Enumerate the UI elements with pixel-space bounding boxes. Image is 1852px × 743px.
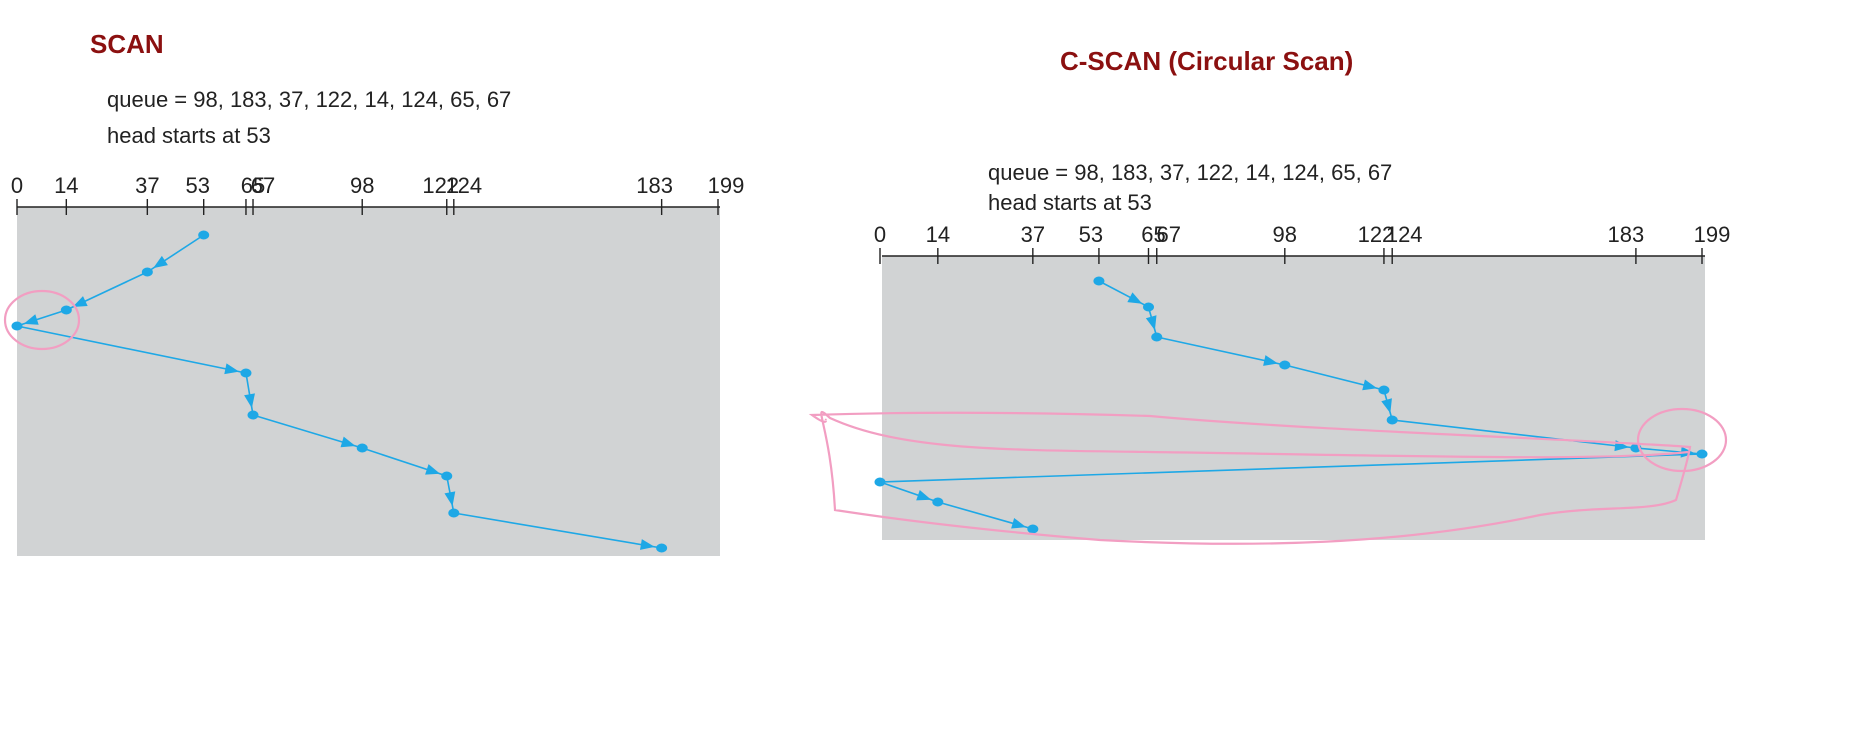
path-segment bbox=[1156, 336, 1285, 366]
axis-tick-label: 53 bbox=[1079, 222, 1103, 247]
cylinder-request-124 bbox=[1386, 415, 1398, 425]
scan-plot-area bbox=[17, 207, 720, 556]
cscan-queue-text: queue = 98, 183, 37, 122, 14, 124, 65, 6… bbox=[988, 160, 1392, 185]
direction-arrowhead bbox=[340, 436, 356, 448]
direction-arrowhead bbox=[916, 489, 932, 501]
scan-head-path bbox=[11, 230, 668, 553]
scan-head-text: head starts at 53 bbox=[107, 123, 271, 148]
cylinder-request-122 bbox=[441, 471, 453, 481]
cylinder-request-67 bbox=[1151, 332, 1163, 342]
scan-queue-text: queue = 98, 183, 37, 122, 14, 124, 65, 6… bbox=[107, 87, 511, 112]
axis-tick-label: 124 bbox=[1386, 222, 1423, 247]
direction-arrowhead bbox=[153, 255, 168, 269]
cscan-head-text: head starts at 53 bbox=[988, 190, 1152, 215]
axis-tick-label: 14 bbox=[926, 222, 950, 247]
axis-tick-label: 122 bbox=[1358, 222, 1395, 247]
scan-title: SCAN bbox=[90, 29, 164, 59]
direction-arrowhead bbox=[1381, 398, 1392, 414]
cscan-diagram: C-SCAN (Circular Scan) queue = 98, 183, … bbox=[808, 46, 1730, 545]
cscan-title: C-SCAN (Circular Scan) bbox=[1060, 46, 1353, 76]
direction-arrowhead bbox=[23, 314, 39, 325]
scan-diagram: SCAN queue = 98, 183, 37, 122, 14, 124, … bbox=[3, 29, 744, 556]
direction-arrowhead bbox=[425, 464, 441, 475]
axis-tick-label: 199 bbox=[1694, 222, 1731, 247]
cylinder-request-183 bbox=[656, 543, 668, 553]
axis-tick-label: 183 bbox=[1608, 222, 1645, 247]
axis-tick-label: 0 bbox=[874, 222, 886, 247]
cscan-plot-area bbox=[882, 256, 1705, 540]
cylinder-request-199 bbox=[1696, 449, 1708, 459]
cylinder-request-14 bbox=[932, 497, 944, 507]
cylinder-request-0 bbox=[11, 321, 23, 331]
cylinder-request-65 bbox=[240, 368, 252, 378]
axis-tick-label: 124 bbox=[445, 173, 482, 198]
direction-arrowhead bbox=[224, 363, 240, 375]
cscan-annotation-circle bbox=[1636, 407, 1728, 473]
path-segment bbox=[16, 325, 247, 374]
axis-tick-label: 183 bbox=[636, 173, 673, 198]
axis-tick-label: 98 bbox=[1273, 222, 1297, 247]
axis-tick-label: 67 bbox=[251, 173, 275, 198]
axis-tick-label: 67 bbox=[1157, 222, 1181, 247]
path-segment bbox=[879, 453, 1703, 483]
direction-arrowhead bbox=[1127, 292, 1143, 304]
direction-arrowhead bbox=[1263, 355, 1278, 366]
cscan-wraparound-loop bbox=[808, 410, 1692, 545]
cylinder-request-53 bbox=[198, 230, 210, 240]
cylinder-request-122 bbox=[1378, 385, 1390, 395]
cylinder-request-0 bbox=[874, 477, 886, 487]
axis-tick-label: 37 bbox=[1021, 222, 1045, 247]
direction-arrowhead bbox=[1145, 315, 1157, 331]
cylinder-request-124 bbox=[448, 508, 460, 518]
axis-tick-label: 65 bbox=[1141, 222, 1165, 247]
cylinder-request-98 bbox=[356, 443, 368, 453]
axis-tick-label: 122 bbox=[422, 173, 459, 198]
scan-annotation-circle bbox=[3, 289, 81, 351]
axis-tick-label: 0 bbox=[11, 173, 23, 198]
axis-tick-label: 37 bbox=[135, 173, 159, 198]
path-segment bbox=[1392, 419, 1637, 449]
axis-tick-label: 14 bbox=[54, 173, 78, 198]
cylinder-request-14 bbox=[60, 305, 72, 315]
direction-arrowhead bbox=[1362, 379, 1378, 391]
axis-tick-label: 199 bbox=[708, 173, 745, 198]
direction-arrowhead bbox=[244, 393, 255, 409]
cylinder-request-65 bbox=[1142, 302, 1154, 312]
cylinder-request-37 bbox=[141, 267, 153, 277]
direction-arrowhead bbox=[444, 491, 456, 507]
axis-tick-label: 98 bbox=[350, 173, 374, 198]
axis-tick-label: 53 bbox=[185, 173, 209, 198]
cylinder-request-37 bbox=[1027, 524, 1039, 534]
cylinder-request-67 bbox=[247, 410, 259, 420]
direction-arrowhead bbox=[72, 296, 88, 308]
cylinder-request-98 bbox=[1279, 360, 1291, 370]
path-segment bbox=[453, 512, 662, 549]
direction-arrowhead bbox=[640, 539, 655, 550]
direction-arrowhead bbox=[1011, 517, 1027, 529]
cylinder-request-53 bbox=[1093, 276, 1105, 286]
axis-tick-label: 65 bbox=[241, 173, 265, 198]
